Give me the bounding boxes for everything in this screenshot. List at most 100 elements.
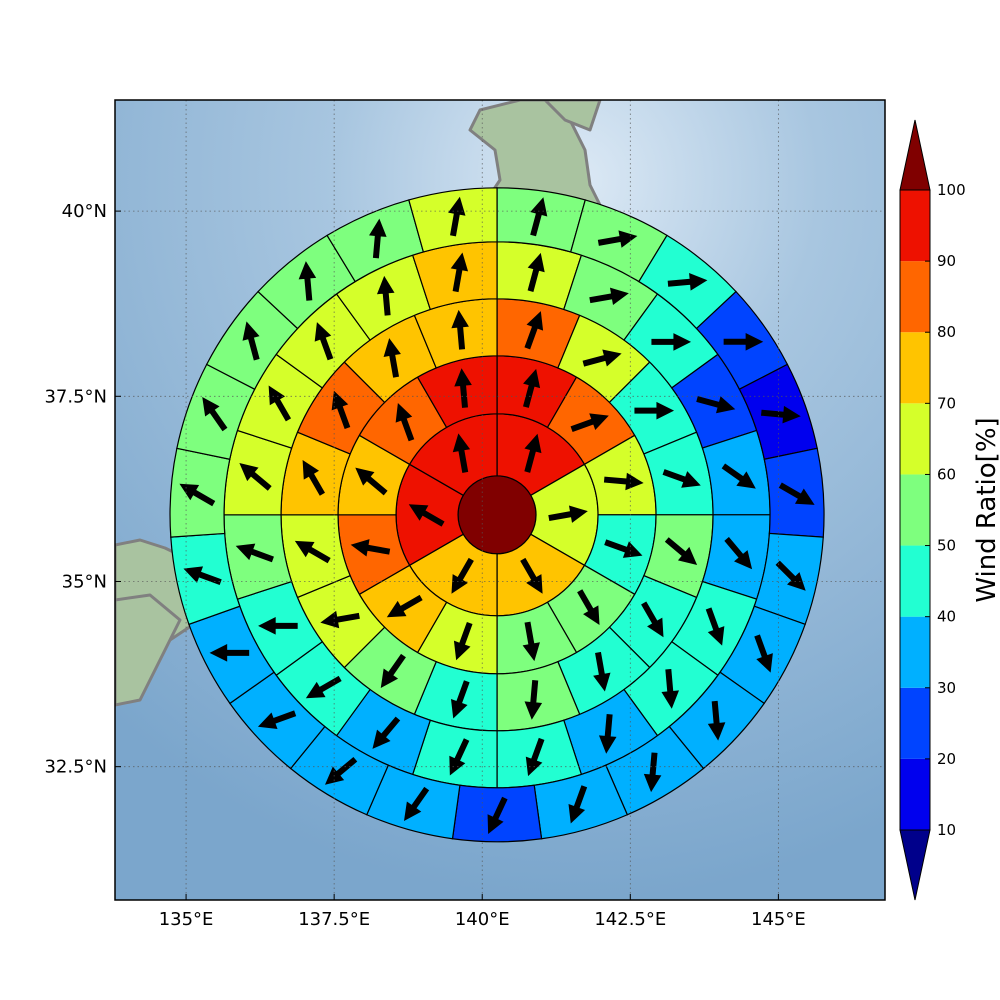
wind-arrow: [239, 462, 272, 491]
wind-arrow: [778, 482, 815, 505]
map-axis-ticks: 135°E 137.5°E 140°E 142.5°E 145°E 40°N 37.5°N 3…: [44, 201, 805, 930]
wind-arrow: [451, 309, 469, 350]
colorbar-bin: [900, 474, 930, 546]
wind-arrow: [450, 252, 469, 293]
colorbar-tick-label: 20: [937, 750, 956, 768]
colorbar-tick-label: 70: [937, 394, 956, 412]
lon-tick-label: 137.5°E: [298, 909, 370, 930]
wind-arrow: [448, 196, 466, 237]
wind-arrow: [548, 505, 588, 523]
wind-arrow: [525, 737, 545, 777]
wind-arrow: [298, 261, 317, 301]
wind-sector: [496, 187, 587, 253]
wind-arrow: [696, 396, 736, 414]
wind-arrow: [775, 560, 806, 591]
wind-arrow: [179, 483, 216, 507]
lat-tick-label: 32.5°N: [44, 757, 107, 778]
wind-arrow: [524, 311, 544, 350]
wind-arrow: [487, 796, 508, 834]
wind-arrow: [570, 413, 609, 433]
wind-arrow: [707, 700, 726, 741]
map-frame: [114, 99, 886, 901]
wind-arrow: [661, 669, 680, 709]
wind-arrow: [454, 368, 472, 408]
colorbar-tick-label: 10: [937, 821, 956, 839]
colorbar-extend-under: [899, 829, 931, 901]
wind-arrow: [258, 617, 298, 635]
wind-arrow: [651, 333, 692, 351]
wind-arrow: [522, 368, 541, 408]
colorbar-extend-over: [899, 119, 931, 191]
wind-arrow: [235, 543, 274, 563]
wind-arrow: [202, 397, 228, 432]
wind-arrows: [179, 196, 815, 834]
colorbar-title: Wind Ratio[%]: [972, 417, 1000, 602]
wind-arrow: [604, 539, 643, 558]
wind-arrow: [667, 273, 708, 291]
lon-tick-label: 145°E: [751, 909, 806, 930]
wind-arrow: [305, 675, 342, 699]
wind-arrow: [383, 338, 401, 378]
wind-arrow: [522, 621, 540, 662]
wind-arrow: [380, 653, 406, 689]
wind-arrow: [355, 467, 388, 496]
colorbar-bin: [900, 545, 930, 617]
wind-arrow: [597, 230, 638, 248]
wind-arrow: [582, 349, 622, 367]
colorbar-tick-label: 90: [937, 252, 956, 270]
colorbar: 10 20 30 40 50 60 70 80 90 100: [899, 119, 966, 901]
lon-tick-label: 142.5°E: [594, 909, 666, 930]
wind-arrow: [589, 287, 629, 306]
wind-arrow: [761, 405, 801, 424]
wind-arrow: [453, 621, 473, 661]
wind-arrow: [705, 607, 725, 646]
wind-arrow: [369, 218, 387, 259]
colorbar-bin: [900, 616, 930, 688]
wind-arrow: [302, 459, 325, 496]
map-gridlines: [115, 100, 885, 900]
wind-arrow: [268, 385, 292, 422]
wind-arrow: [643, 752, 662, 793]
colorbar-frame: [899, 189, 931, 831]
colorbar-bin: [900, 403, 930, 475]
colorbar-tick-label: 80: [937, 323, 956, 341]
wind-arrow: [451, 557, 474, 594]
map-area: [115, 100, 885, 900]
colorbar-bin: [900, 332, 930, 404]
wind-arrow: [634, 401, 675, 420]
wind-arrow: [754, 634, 773, 673]
wind-arrow: [395, 403, 415, 442]
wind-arrow: [524, 433, 542, 473]
wind-arrow: [294, 540, 331, 564]
wind-arrow: [452, 433, 471, 473]
lat-tick-label: 37.5°N: [44, 386, 107, 407]
wind-arrow: [577, 589, 600, 626]
wind-arrow: [350, 539, 391, 557]
wind-arrow: [641, 601, 664, 638]
wind-arrow: [314, 322, 334, 361]
wind-arrow: [593, 651, 611, 692]
wind-arrow: [662, 469, 701, 488]
wind-arrow: [603, 472, 644, 491]
hokkaido-landmass: [543, 100, 602, 132]
wind-arrow: [724, 536, 753, 570]
wind-arrow: [450, 680, 470, 719]
wind-arrow: [520, 557, 543, 594]
lon-tick-label: 135°E: [159, 909, 214, 930]
wind-arrow: [664, 537, 698, 565]
colorbar-tick-label: 40: [937, 608, 956, 626]
shikoku-landmass: [115, 593, 182, 707]
wind-arrow: [331, 390, 351, 430]
colorbar-tick-label: 50: [937, 537, 956, 555]
wind-arrow: [449, 738, 470, 776]
wind-arrow: [372, 716, 401, 749]
colorbar-tick-label: 100: [937, 181, 966, 199]
wind-arrow: [598, 713, 617, 754]
lon-tick-label: 140°E: [455, 909, 510, 930]
wind-arrow: [183, 566, 222, 585]
colorbar-tick-label: 60: [937, 465, 956, 483]
colorbar-bin: [900, 687, 930, 759]
wind-arrow: [527, 252, 545, 292]
colorbar-bin: [900, 261, 930, 333]
